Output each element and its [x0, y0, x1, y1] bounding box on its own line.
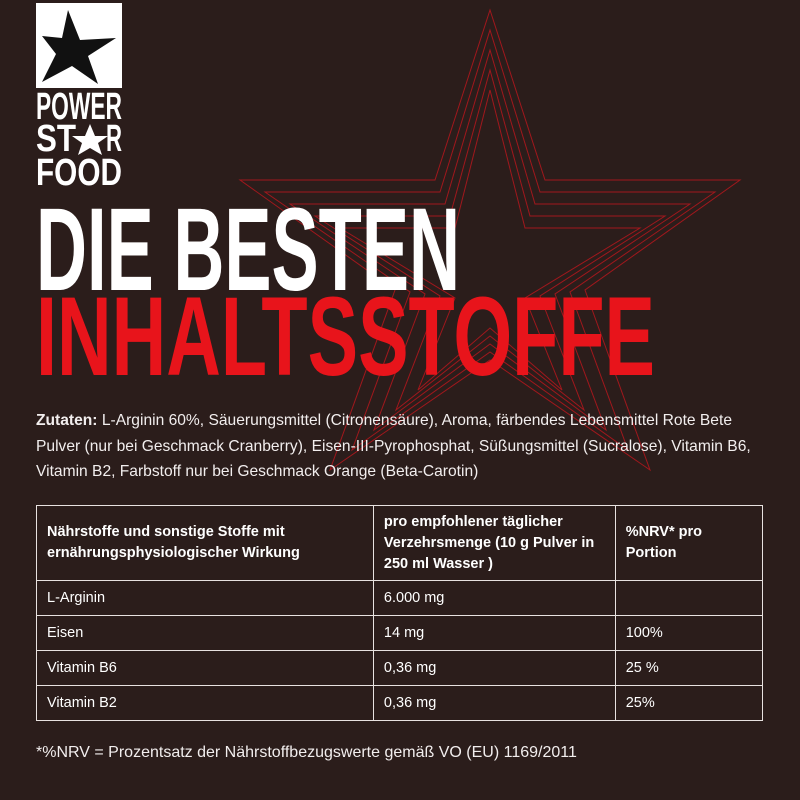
logo-text: R — [106, 118, 122, 160]
table-cell: L-Arginin — [36, 580, 374, 616]
table-cell — [614, 580, 764, 616]
table-cell: pro empfohlener täglicher Verzehrsmenge … — [372, 505, 616, 581]
table-cell: 100% — [614, 615, 764, 651]
footnote: *%NRV = Prozentsatz der Nährstoffbezugsw… — [36, 744, 577, 761]
logo-text-star — [72, 124, 108, 155]
table-row: Vitamin B2 0,36 mg 25% — [36, 685, 764, 721]
table-row: L-Arginin 6.000 mg — [36, 580, 764, 616]
table-cell: %NRV* pro Portion — [614, 505, 764, 581]
logo-text: POWER — [36, 86, 122, 128]
headline: DIE BESTEN — [36, 184, 460, 316]
logo-text: FOOD — [36, 152, 122, 194]
ingredients-label: Zutaten: — [36, 412, 98, 429]
headline-red: INHALTSSTOFFE — [36, 274, 655, 399]
table-cell: 25 % — [614, 650, 764, 686]
table-cell: 25% — [614, 685, 764, 721]
table-cell: 6.000 mg — [372, 580, 616, 616]
table-cell: 0,36 mg — [372, 685, 616, 721]
nutrition-table: Nährstoffe und sonstige Stoffe mit ernäh… — [36, 505, 764, 721]
table-cell: 14 mg — [372, 615, 616, 651]
table-cell: Vitamin B2 — [36, 685, 374, 721]
decor-star — [238, 8, 742, 472]
table-cell: Vitamin B6 — [36, 650, 374, 686]
logo-text: ST — [36, 118, 76, 160]
table-row: Vitamin B6 0,36 mg 25 % — [36, 650, 764, 686]
table-cell: Eisen — [36, 615, 374, 651]
ingredients-text: L-Arginin 60%, Säuerungsmittel (Citronen… — [36, 412, 751, 480]
table-row: Eisen 14 mg 100% — [36, 615, 764, 651]
logo-star — [42, 10, 116, 84]
ingredients: Zutaten: L-Arginin 60%, Säuerungsmittel … — [36, 408, 766, 485]
table-cell: 0,36 mg — [372, 650, 616, 686]
table-row: Nährstoffe und sonstige Stoffe mit ernäh… — [36, 505, 764, 581]
table-cell: Nährstoffe und sonstige Stoffe mit ernäh… — [36, 505, 374, 581]
